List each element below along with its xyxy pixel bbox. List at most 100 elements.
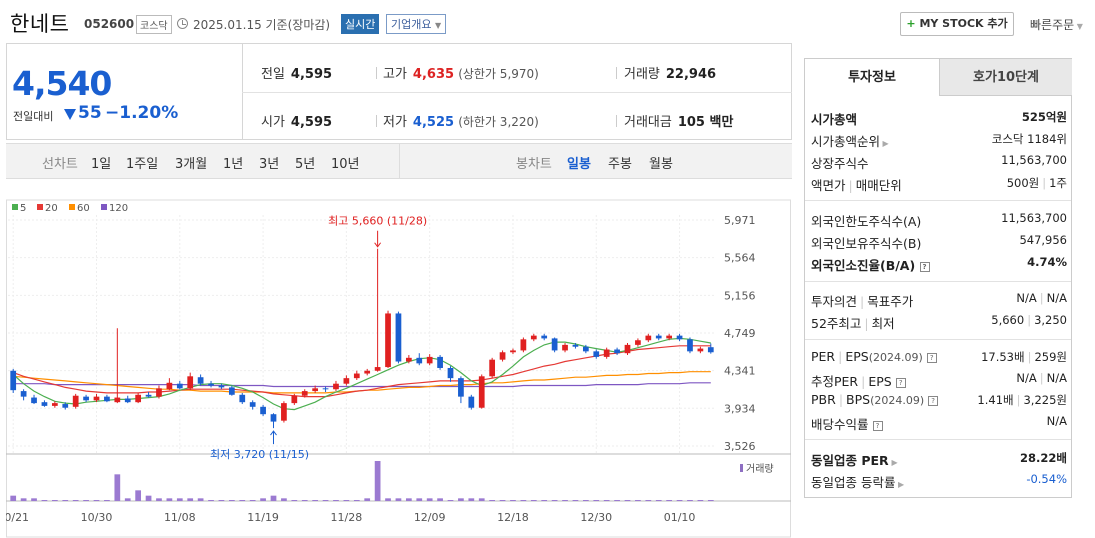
min-price-label: 최저 3,720 (11/15): [210, 448, 309, 461]
divider: [805, 281, 1071, 282]
week52-value: 5,660 | 3,250: [991, 313, 1067, 327]
low-value: 4,525: [412, 115, 455, 130]
tab-invest-info[interactable]: 투자정보: [805, 59, 939, 96]
period-3y[interactable]: 3년: [259, 157, 280, 172]
volume-bar: [447, 500, 454, 501]
x-tick-label: 12/09: [414, 511, 446, 524]
opinion-value-text: N/A: [1016, 291, 1037, 305]
candle-body: [478, 376, 485, 408]
candle-body: [135, 394, 142, 403]
volume-bar: [687, 500, 693, 501]
y-tick-label: 5,564: [724, 252, 756, 265]
candle-body: [676, 335, 683, 340]
candle-body: [260, 406, 266, 415]
realtime-badge[interactable]: 실시간: [341, 14, 380, 34]
chart-toolbar: 선차트 1일 1주일 3개월 1년 3년 5년 10년 봉차트 일봉 주봉 월봉: [6, 143, 792, 179]
target-value-text: N/A: [1046, 291, 1067, 305]
y-tick-label: 3,526: [724, 440, 756, 453]
eps-value: 259원: [1034, 350, 1067, 364]
est-per-label: 추정PER | EPS ?: [811, 371, 906, 390]
moving-average-ma120: [13, 382, 711, 388]
company-overview-button[interactable]: 기업개요 ▼: [386, 14, 447, 34]
volume-bar: [437, 498, 443, 501]
week52-high-value: 5,660: [991, 313, 1025, 327]
week52-high-label: 52주최고: [811, 316, 862, 331]
max-price-arrow-head: [374, 242, 382, 248]
info-icon[interactable]: ?: [872, 421, 883, 431]
candle-body: [614, 349, 620, 354]
par-unit-label: 액면가 | 매매단위: [811, 178, 902, 193]
volume-bar: [666, 500, 673, 501]
divider: [805, 339, 1071, 340]
est-eps-label-text: EPS: [868, 374, 892, 389]
price-chart-svg: 5 20 60 120 5,971 5,564 5,156 4,749 4,341 3,934 3,…: [6, 199, 791, 538]
tab-ask-10[interactable]: 호가10단계: [939, 59, 1072, 96]
candle-body: [655, 335, 662, 339]
volume-bar: [541, 500, 548, 501]
rank-label-text: 시가총액순위: [811, 134, 881, 149]
x-tick-label: 11/08: [164, 511, 196, 524]
divider: [376, 67, 377, 79]
candle-body: [582, 346, 589, 352]
period-3m[interactable]: 3개월: [175, 157, 208, 172]
volume-bar: [270, 495, 277, 501]
add-mystock-button[interactable]: + MY STOCK 추가: [900, 12, 1014, 36]
candle-body: [166, 382, 173, 390]
max-price-label: 최고 5,660 (11/28): [328, 215, 427, 228]
down-triangle-icon: [64, 109, 76, 120]
price-chart[interactable]: 5 20 60 120 5,971 5,564 5,156 4,749 4,341 3,934 3,…: [6, 190, 792, 538]
candle-body: [104, 396, 110, 402]
candle-body: [447, 367, 454, 379]
candle-daily[interactable]: 일봉: [567, 157, 591, 172]
candle-body: [437, 356, 443, 368]
chevron-right-icon[interactable]: ▶: [888, 458, 898, 467]
candle-monthly[interactable]: 월봉: [649, 157, 673, 172]
invest-info-panel: 투자정보 호가10단계 시가총액 525억원 시가총액순위 ▶ 코스닥 1184위 …: [804, 58, 1072, 498]
candle-body: [333, 383, 339, 390]
per-eps-label: PER | EPS(2024.09) ?: [811, 349, 937, 364]
market-cap-rank-value: 코스닥 1184위: [991, 132, 1067, 146]
period-10y[interactable]: 10년: [331, 157, 360, 172]
volume-bar: [301, 500, 308, 501]
period-1y[interactable]: 1년: [223, 157, 244, 172]
candle-body: [572, 344, 579, 347]
candle-weekly[interactable]: 주봉: [608, 157, 632, 172]
candle-body: [312, 388, 319, 392]
high-value: 4,635: [412, 67, 455, 82]
par-unit-value: 500원 | 1주: [1006, 176, 1067, 190]
x-tick-label: 01/10: [664, 511, 696, 524]
volume-bar: [416, 498, 423, 501]
company-overview-label: 기업개요: [391, 18, 432, 31]
foreign-hold-value: 547,956: [1019, 233, 1067, 247]
market-cap-rank-row[interactable]: 시가총액순위 ▶ 코스닥 1184위: [811, 129, 1067, 149]
volume-value: 22,946: [665, 67, 717, 82]
quick-order-button[interactable]: 빠른주문 ▼: [1030, 16, 1083, 33]
period-1d[interactable]: 1일: [91, 157, 112, 172]
divider: [616, 67, 617, 79]
period-5y[interactable]: 5년: [295, 157, 316, 172]
info-icon[interactable]: ?: [928, 396, 939, 406]
y-tick-label: 4,749: [724, 327, 756, 340]
volume-bar: [478, 498, 485, 501]
volume-bar: [83, 500, 89, 501]
industry-per-label-text: 동일업종 PER: [811, 453, 889, 468]
plus-icon: +: [906, 17, 916, 30]
change-percent: −1.20%: [105, 103, 179, 123]
info-icon[interactable]: ?: [919, 262, 930, 272]
volume-bar: [187, 498, 194, 501]
candle-body: [322, 388, 329, 390]
volume-bar: [176, 498, 183, 501]
chevron-right-icon[interactable]: ▶: [895, 480, 905, 489]
est-per-row: 추정PER | EPS ? N/A | N/A: [811, 369, 1067, 389]
candle-body: [499, 352, 506, 360]
week52-label: 52주최고 | 최저: [811, 316, 895, 331]
target-label-text: 목표주가: [867, 294, 914, 309]
candle-body: [228, 387, 235, 395]
volume-label: 거래량: [746, 463, 774, 475]
divider: [376, 115, 377, 127]
period-1w[interactable]: 1주일: [126, 157, 159, 172]
x-tick-label: 10/30: [81, 511, 113, 524]
prev-close: 전일 4,595: [261, 63, 332, 82]
info-icon[interactable]: ?: [926, 353, 937, 363]
info-icon[interactable]: ?: [895, 378, 906, 388]
